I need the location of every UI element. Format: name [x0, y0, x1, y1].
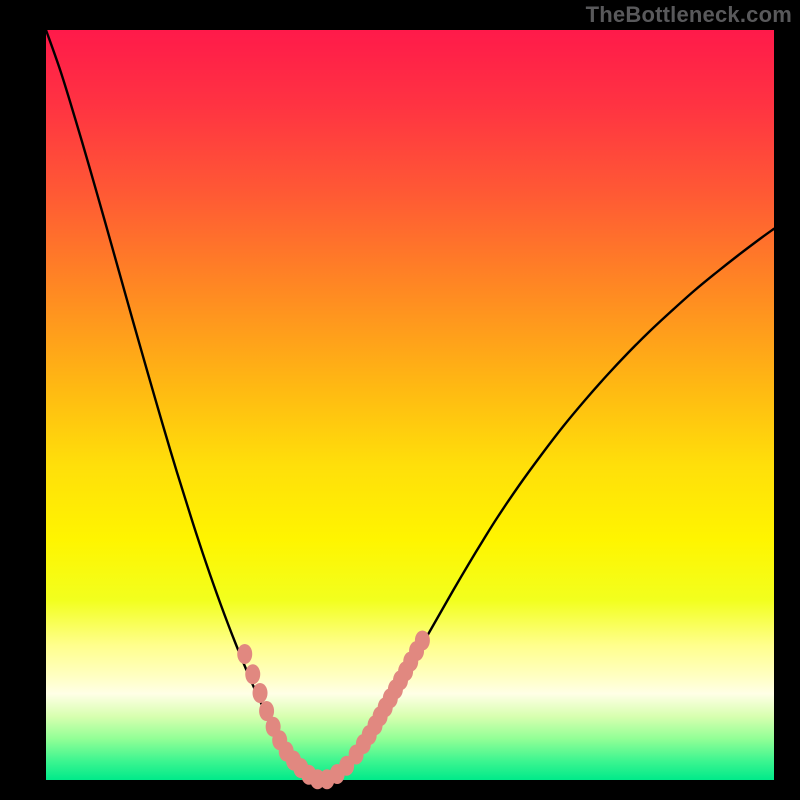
data-marker: [237, 644, 252, 664]
bottleneck-chart: [0, 0, 800, 800]
data-marker: [253, 683, 268, 703]
watermark-text: TheBottleneck.com: [586, 2, 792, 28]
chart-container: { "watermark": "TheBottleneck.com", "cha…: [0, 0, 800, 800]
data-marker: [245, 664, 260, 684]
data-marker: [415, 631, 430, 651]
